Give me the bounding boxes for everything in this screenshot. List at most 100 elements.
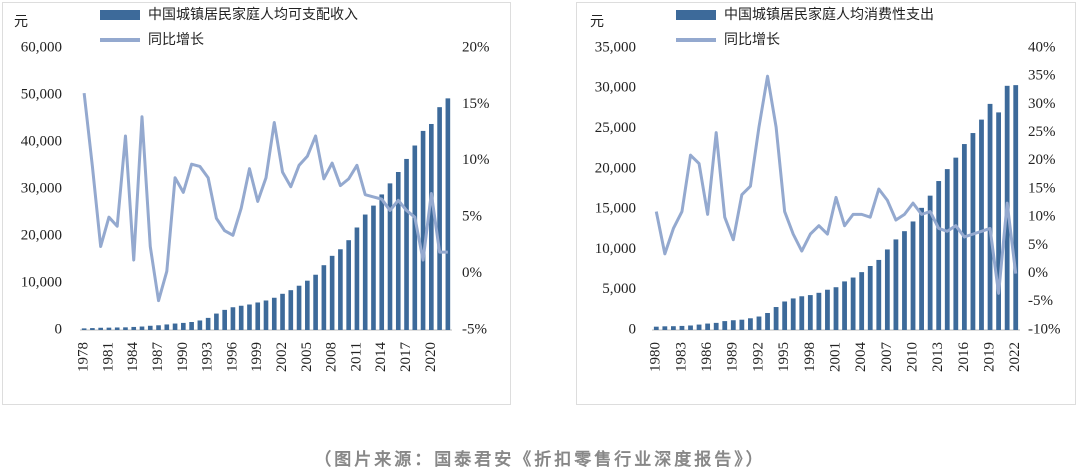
x-tick-label: 1992 [750,342,766,372]
x-tick-label: 2004 [853,342,869,373]
bar [106,327,112,330]
bar [420,130,426,330]
panel-frame [576,2,1076,405]
bar [782,301,788,330]
bar [970,133,976,330]
bar [884,249,890,330]
x-tick-label: 2019 [981,342,997,372]
y2-tick-label: 5% [462,209,482,225]
x-tick-label: 1981 [100,342,116,372]
bar [205,317,211,330]
y-tick-label: 0 [629,321,637,337]
y-tick-label: 10,000 [21,274,62,290]
bar [859,272,865,330]
x-tick-label: 2016 [956,342,972,373]
bar [156,325,161,330]
y-tick-label: 40,000 [21,133,62,149]
x-tick-label: 2005 [299,342,315,372]
bar [329,255,335,330]
bar [437,107,442,330]
bar [371,205,376,330]
bar [395,172,401,330]
y-tick-label: 30,000 [21,180,62,196]
x-tick-label: 1996 [224,342,240,373]
bar [131,326,137,330]
bar [765,312,770,330]
bar [944,169,950,330]
bar [979,119,984,331]
bar [313,274,318,330]
bar [238,305,244,330]
bar [445,98,451,330]
bar [296,285,302,330]
bar [722,321,728,330]
bar [739,319,745,330]
growth-line [654,74,1018,295]
x-tick-label: 1987 [150,342,166,373]
bar [429,123,434,331]
y2-tick-label: 0% [1028,265,1048,281]
bar [255,302,261,330]
x-tick-label: 1989 [725,342,741,372]
x-tick-label: 1984 [125,342,141,373]
bar [670,326,676,330]
bar [662,326,668,330]
bar [98,327,103,330]
legend-label: 同比增长 [724,32,780,48]
y2-tick-label: 15% [1028,180,1056,196]
y2-tick-label: 5% [1028,237,1048,253]
bar [387,183,393,330]
y-tick-label: 5,000 [602,281,636,297]
x-tick-label: 1986 [699,342,715,373]
y2-tick-label: 10% [462,152,490,168]
x-tick-label: 1993 [200,342,216,372]
y-tick-label: 50,000 [21,86,62,102]
bar [230,307,236,330]
bar [412,145,418,330]
bar [263,300,269,330]
y-tick-label: 20,000 [21,227,62,243]
bar [214,313,219,330]
bar [247,304,252,330]
bar [679,325,685,330]
y-tick-label: 60,000 [21,39,62,55]
bar [730,320,736,330]
bar [807,295,813,330]
x-tick-label: 2020 [423,342,439,372]
y2-tick-label: 10% [1028,209,1056,225]
bar [987,103,993,331]
x-tick-label: 1978 [76,342,92,372]
legend-label: 中国城镇居民家庭人均消费性支出 [724,6,934,23]
y2-tick-label: 0% [462,265,482,281]
bar [773,307,779,330]
y-tick-label: 35,000 [595,39,636,55]
x-tick-label: 2017 [398,342,414,373]
y2-tick-label: 20% [462,39,490,55]
x-tick-label: 2001 [827,342,843,372]
x-tick-label: 2022 [1007,342,1023,372]
x-tick-label: 2002 [274,342,290,372]
x-tick-label: 2010 [904,342,920,372]
caption: （图片来源：国泰君安《折扣零售行业深度报告》） [314,449,766,470]
bar [842,281,847,330]
x-tick-label: 1998 [802,342,818,372]
y-unit: 元 [590,14,604,30]
bar [379,194,385,330]
y-tick-label: 20,000 [595,160,636,176]
bar [197,320,203,330]
legend-label: 中国城镇居民家庭人均可支配收入 [148,6,358,23]
bar [867,266,873,330]
y2-tick-label: 25% [1028,124,1056,140]
bar [816,292,822,330]
y-unit: 元 [14,14,28,30]
x-tick-label: 1980 [648,342,664,372]
y-tick-label: 25,000 [595,120,636,136]
bar [189,322,194,330]
y2-tick-label: 20% [1028,152,1056,168]
bar [222,309,227,330]
bar [910,221,916,330]
bar [902,231,907,330]
bar [996,112,1002,330]
x-tick-label: 2008 [324,342,340,372]
bar [756,316,762,330]
